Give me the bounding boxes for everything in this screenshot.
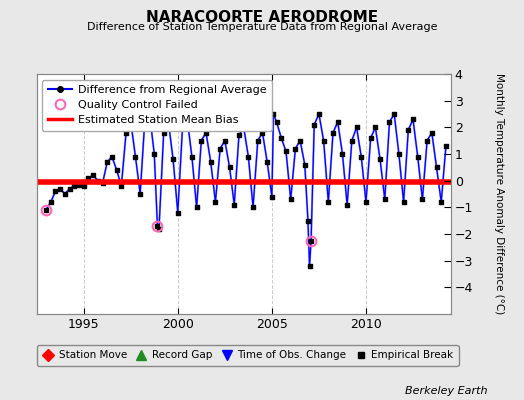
Point bbox=[324, 199, 333, 205]
Point bbox=[343, 202, 352, 208]
Point bbox=[80, 183, 88, 189]
Point bbox=[164, 119, 172, 125]
Text: NARACOORTE AERODROME: NARACOORTE AERODROME bbox=[146, 10, 378, 25]
Point bbox=[385, 119, 394, 125]
Point bbox=[310, 122, 319, 128]
Point bbox=[339, 151, 347, 157]
Point bbox=[277, 135, 286, 141]
Point bbox=[84, 175, 93, 181]
Point bbox=[108, 154, 116, 160]
Point bbox=[269, 111, 278, 117]
Point bbox=[376, 156, 384, 162]
Point bbox=[197, 138, 205, 144]
Point bbox=[56, 186, 64, 192]
Point bbox=[178, 124, 187, 130]
Point bbox=[315, 111, 323, 117]
Point bbox=[442, 143, 450, 149]
Point bbox=[244, 154, 253, 160]
Point bbox=[159, 130, 168, 136]
Point bbox=[432, 164, 441, 170]
Point bbox=[173, 210, 182, 216]
Point bbox=[211, 199, 220, 205]
Point bbox=[132, 154, 140, 160]
Point bbox=[51, 188, 60, 194]
Point bbox=[395, 151, 403, 157]
Point bbox=[304, 218, 312, 224]
Point bbox=[239, 124, 248, 130]
Point bbox=[47, 199, 55, 205]
Point bbox=[136, 191, 144, 197]
Point bbox=[399, 199, 408, 205]
Point bbox=[296, 138, 304, 144]
Point bbox=[42, 207, 50, 213]
Point bbox=[287, 196, 295, 202]
Point bbox=[347, 138, 356, 144]
Point bbox=[390, 111, 398, 117]
Point bbox=[117, 183, 126, 189]
Point bbox=[70, 183, 79, 189]
Text: Difference of Station Temperature Data from Regional Average: Difference of Station Temperature Data f… bbox=[87, 22, 437, 32]
Point bbox=[437, 199, 445, 205]
Point bbox=[291, 146, 300, 152]
Point bbox=[122, 130, 130, 136]
Point bbox=[268, 194, 276, 200]
Point bbox=[263, 159, 271, 165]
Point bbox=[192, 204, 201, 210]
Point bbox=[357, 154, 365, 160]
Point bbox=[225, 164, 234, 170]
Point bbox=[258, 130, 267, 136]
Point bbox=[371, 124, 379, 130]
Point bbox=[409, 116, 417, 122]
Point bbox=[206, 159, 215, 165]
Point bbox=[404, 127, 412, 133]
Point bbox=[216, 146, 224, 152]
Point bbox=[423, 138, 431, 144]
Point bbox=[362, 199, 370, 205]
Point bbox=[413, 154, 422, 160]
Point bbox=[145, 111, 154, 117]
Point bbox=[305, 263, 314, 269]
Point bbox=[307, 238, 315, 244]
Point bbox=[94, 178, 102, 184]
Point bbox=[221, 138, 229, 144]
Text: Berkeley Earth: Berkeley Earth bbox=[405, 386, 487, 396]
Point bbox=[366, 135, 375, 141]
Point bbox=[140, 116, 149, 122]
Point bbox=[230, 202, 238, 208]
Point bbox=[150, 151, 158, 157]
Point bbox=[329, 130, 337, 136]
Point bbox=[103, 159, 112, 165]
Point bbox=[418, 196, 427, 202]
Point bbox=[249, 204, 257, 210]
Point bbox=[153, 223, 161, 229]
Point bbox=[254, 138, 262, 144]
Point bbox=[188, 154, 196, 160]
Point bbox=[183, 116, 191, 122]
Point bbox=[320, 138, 328, 144]
Point bbox=[352, 124, 361, 130]
Legend: Station Move, Record Gap, Time of Obs. Change, Empirical Break: Station Move, Record Gap, Time of Obs. C… bbox=[37, 345, 458, 366]
Y-axis label: Monthly Temperature Anomaly Difference (°C): Monthly Temperature Anomaly Difference (… bbox=[494, 73, 504, 315]
Point bbox=[61, 191, 69, 197]
Point bbox=[113, 167, 121, 173]
Point bbox=[380, 196, 389, 202]
Point bbox=[75, 182, 83, 188]
Point bbox=[99, 180, 107, 186]
Point bbox=[169, 156, 177, 162]
Point bbox=[334, 119, 342, 125]
Point bbox=[235, 132, 243, 138]
Point bbox=[202, 130, 210, 136]
Point bbox=[428, 130, 436, 136]
Point bbox=[89, 172, 97, 178]
Point bbox=[127, 119, 135, 125]
Point bbox=[301, 162, 309, 168]
Point bbox=[155, 226, 163, 232]
Point bbox=[282, 148, 290, 154]
Point bbox=[66, 186, 74, 192]
Point bbox=[272, 119, 281, 125]
